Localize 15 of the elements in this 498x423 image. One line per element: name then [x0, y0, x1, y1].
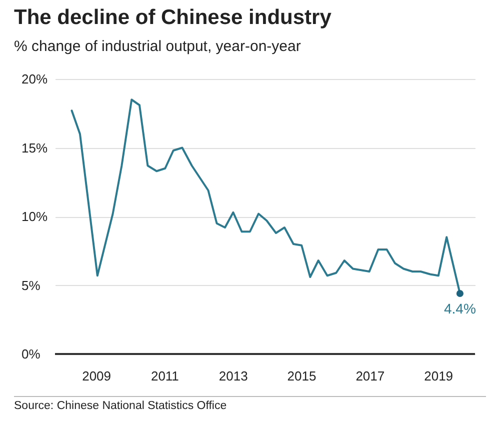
y-tick-label: 15% — [22, 140, 48, 156]
x-tick-label: 2019 — [424, 368, 454, 384]
chart-subtitle: % change of industrial output, year-on-year — [14, 38, 301, 55]
x-tick-label: 2017 — [356, 368, 385, 384]
x-tick-label: 2015 — [287, 368, 316, 384]
y-tick-label: 10% — [22, 209, 48, 224]
source-note: Source: Chinese National Statistics Office — [14, 396, 486, 412]
annotation: 4.4% — [444, 300, 476, 316]
x-tick-label: 2011 — [150, 368, 179, 384]
x-tick-label: 2013 — [218, 368, 248, 384]
y-tick-label: 20% — [22, 72, 48, 86]
x-tick-label: 2009 — [82, 368, 112, 384]
y-tick-label: 0% — [22, 346, 41, 362]
y-tick-label: 5% — [22, 278, 41, 293]
chart-title: The decline of Chinese industry — [14, 6, 332, 30]
